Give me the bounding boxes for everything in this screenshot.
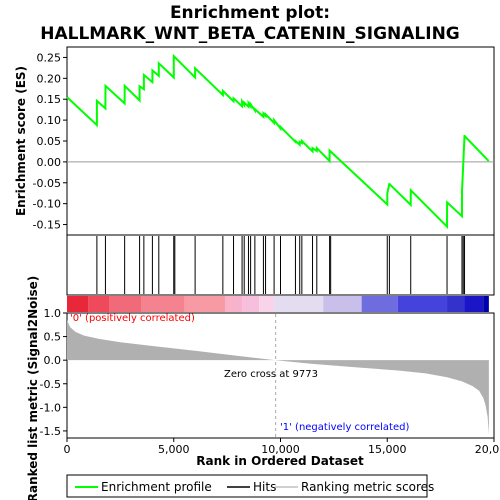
enrichment-profile-line	[66, 53, 490, 230]
hits-panel	[66, 234, 495, 296]
metric-y-tick-label: -1.0	[40, 401, 61, 414]
heat-band-segment	[464, 296, 484, 312]
x-axis-label: Rank in Ordered Dataset	[196, 454, 364, 468]
heat-band-segment	[242, 296, 260, 312]
heat-band-segment	[397, 296, 448, 312]
chart-title-line1: Enrichment plot:	[170, 3, 330, 23]
heat-band-segment	[483, 296, 489, 312]
metric-y-ticks: 1.0 0.5 0.0 -0.5 -1.0 -1.5	[40, 307, 67, 438]
heat-band-segment	[109, 296, 142, 312]
ranking-metric-area	[67, 320, 489, 435]
x-tick-label: 10,000	[261, 443, 300, 456]
es-y-tick-label: 0.05	[37, 135, 62, 148]
bottom-panel-frame	[66, 312, 495, 439]
zero-cross-label: Zero cross at 9773	[224, 369, 318, 380]
x-tick-label: 15,000	[368, 443, 407, 456]
heat-band-segment	[67, 296, 89, 312]
x-tick-label: 5,000	[158, 443, 190, 456]
metric-y-tick-label: -1.5	[40, 425, 61, 438]
es-y-tick-label: -0.10	[33, 198, 61, 211]
es-y-tick-label: -0.15	[33, 219, 61, 232]
es-y-ticks: 0.25 0.20 0.15 0.10 0.05 0.00 -0.05 -0.10 -0.15	[33, 51, 67, 232]
ranked-list-heatmap-bar	[67, 296, 489, 312]
legend-label-enrichment: Enrichment profile	[101, 480, 212, 494]
metric-y-tick-label: -0.5	[40, 378, 61, 391]
ranked-metric-panel: 1.0 0.5 0.0 -0.5 -1.0 -1.5 '0' (positively co…	[26, 276, 495, 500]
metric-y-axis-label: Ranked list metric (Signal2Noise)	[26, 276, 40, 500]
es-y-tick-label: 0.20	[37, 72, 62, 85]
enrichment-score-panel: 0.250.200.150.100.050.00-0.05-0.10-0.15 …	[14, 46, 495, 236]
legend-label-ranking: Ranking metric scores	[301, 480, 434, 494]
positive-correlation-label: '0' (positively correlated)	[70, 313, 195, 324]
heat-band-segment	[323, 296, 362, 312]
legend: Enrichment profile Hits Ranking metric s…	[66, 474, 434, 498]
top-panel-frame	[66, 46, 495, 236]
es-y-tick-label: 0.15	[37, 93, 62, 106]
chart-title-line2: HALLMARK_WNT_BETA_CATENIN_SIGNALING	[40, 24, 460, 44]
legend-label-hits: Hits	[253, 480, 276, 494]
negative-correlation-label: '1' (negatively correlated)	[280, 422, 409, 433]
heat-band-segment	[361, 296, 398, 312]
heat-band-segment	[447, 296, 465, 312]
heat-band-segment	[88, 296, 110, 312]
es-y-tick-label: 0.25	[37, 51, 62, 64]
metric-y-tick-label: 0.5	[44, 331, 62, 344]
heat-band-segment	[259, 296, 275, 312]
x-axis-ticks: 0 5,000 10,000 15,000 20,000	[64, 438, 500, 456]
es-y-tick-label: 0.00	[37, 156, 62, 169]
x-tick-label: 0	[64, 443, 71, 456]
es-y-axis-label: Enrichment score (ES)	[14, 66, 28, 216]
hit-lines	[96, 236, 466, 294]
es-y-tick-label: 0.10	[37, 114, 62, 127]
heat-band-segment	[184, 296, 225, 312]
legend-frame	[66, 474, 428, 498]
es-y-tick-label: -0.05	[33, 177, 61, 190]
heat-band-segment	[224, 296, 243, 312]
heat-band-segment	[141, 296, 185, 312]
heat-band-segment	[274, 296, 324, 312]
metric-y-tick-label: 1.0	[44, 307, 62, 320]
x-tick-label: 20,000	[475, 443, 500, 456]
metric-y-tick-label: 0.0	[44, 354, 62, 367]
